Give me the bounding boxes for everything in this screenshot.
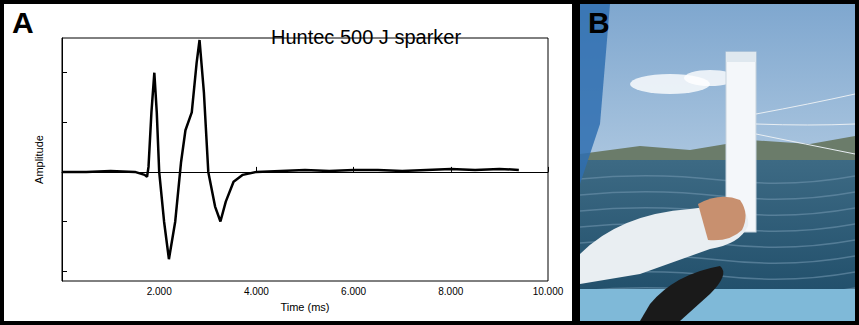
svg-text:6.000: 6.000 [341,286,366,297]
svg-text:Time (ms): Time (ms) [280,301,329,313]
svg-text:10.000: 10.000 [533,286,564,297]
svg-text:2.000: 2.000 [147,286,172,297]
svg-text:8.000: 8.000 [438,286,463,297]
svg-text:4.000: 4.000 [244,286,269,297]
svg-text:Amplitude: Amplitude [33,135,45,184]
svg-text:Huntec 500 J sparker: Huntec 500 J sparker [271,26,461,48]
html-text:A: A [12,6,34,39]
html-text:B: B [588,6,610,39]
